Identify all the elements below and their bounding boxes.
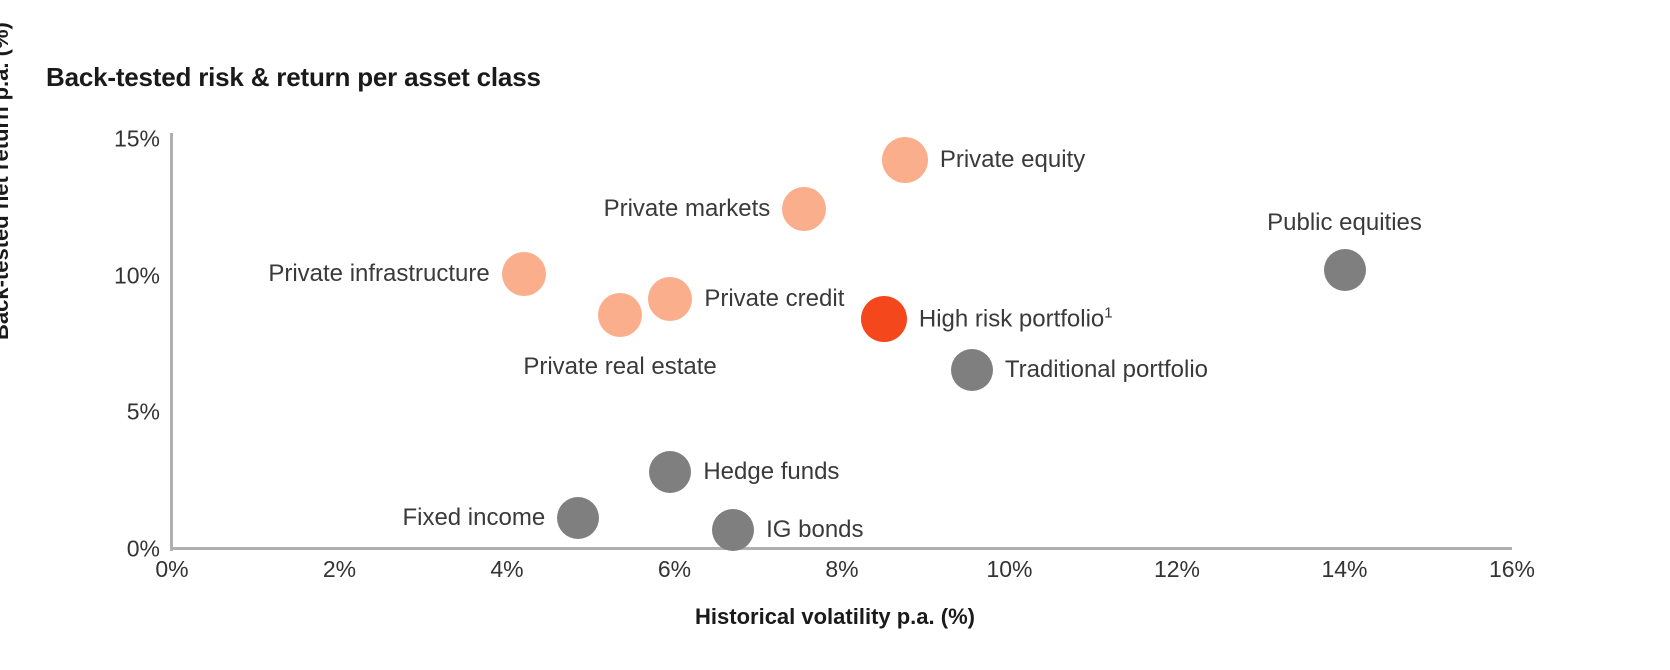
scatter-point[interactable]	[712, 508, 755, 551]
scatter-point[interactable]	[648, 276, 693, 321]
y-tick-label: 0%	[126, 535, 160, 562]
scatter-point[interactable]	[782, 186, 827, 231]
point-label: IG bonds	[766, 515, 864, 543]
point-label: Fixed income	[402, 503, 546, 531]
footnote-marker: 1	[1104, 304, 1113, 322]
x-axis-title: Historical volatility p.a. (%)	[695, 604, 975, 629]
point-label: Private infrastructure	[268, 260, 490, 288]
x-tick-label: 0%	[155, 556, 189, 582]
point-label: Private real estate	[523, 353, 717, 381]
x-tick-label: 6%	[657, 556, 692, 582]
scatter-point[interactable]	[950, 348, 993, 391]
point-label: Traditional portfolio	[1004, 355, 1209, 383]
x-tick-label: 12%	[1153, 556, 1201, 582]
x-tick-label: 10%	[986, 556, 1033, 582]
point-label: Public equities	[1267, 209, 1422, 237]
point-label: Private markets	[603, 194, 771, 222]
point-label: Private equity	[939, 145, 1086, 173]
point-label: Hedge funds	[703, 458, 840, 486]
point-label: High risk portfolio1	[918, 304, 1113, 333]
scatter-point[interactable]	[557, 496, 600, 539]
y-tick-label: 5%	[126, 398, 160, 425]
scatter-point[interactable]	[881, 136, 928, 183]
point-label: Private credit	[704, 284, 845, 312]
x-tick-label: 2%	[322, 556, 357, 582]
y-axis-title: Back-tested net return p.a. (%)	[0, 22, 13, 340]
scatter-point[interactable]	[860, 296, 907, 343]
x-tick-label: 16%	[1488, 556, 1536, 582]
x-tick-label: 4%	[490, 556, 524, 582]
scatter-point[interactable]	[1323, 249, 1366, 292]
scatter-point[interactable]	[649, 451, 692, 494]
y-tick-label: 10%	[113, 262, 160, 289]
x-axis-line	[170, 547, 1512, 550]
y-axis-line	[170, 133, 173, 551]
scatter-point[interactable]	[598, 293, 643, 338]
scatter-point[interactable]	[501, 252, 546, 297]
page-title: Back-tested risk & return per asset clas…	[46, 62, 541, 92]
y-tick-label: 15%	[113, 125, 160, 152]
x-tick-label: 8%	[825, 556, 859, 582]
x-tick-label: 14%	[1321, 556, 1368, 582]
